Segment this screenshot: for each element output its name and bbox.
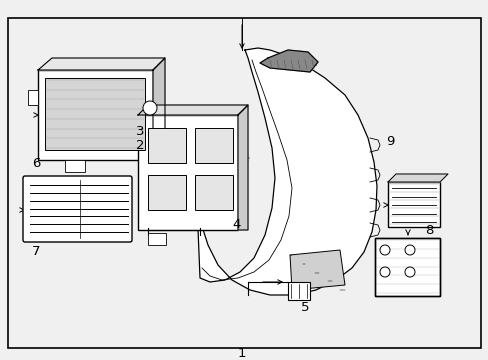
Polygon shape <box>153 58 164 160</box>
Polygon shape <box>238 105 247 230</box>
Text: 5: 5 <box>300 301 308 314</box>
Bar <box>374 238 439 296</box>
Polygon shape <box>38 58 164 70</box>
Text: 6: 6 <box>32 157 40 170</box>
Bar <box>195 128 232 163</box>
Text: 3: 3 <box>136 125 144 138</box>
Bar <box>148 233 165 245</box>
Bar <box>138 115 238 230</box>
Text: 9: 9 <box>385 135 394 148</box>
Circle shape <box>404 245 414 255</box>
Text: 8: 8 <box>425 224 433 237</box>
Circle shape <box>379 267 389 277</box>
Bar <box>287 282 309 300</box>
Polygon shape <box>138 105 247 115</box>
Text: 4: 4 <box>232 219 240 231</box>
Bar <box>195 175 232 210</box>
Polygon shape <box>195 48 376 295</box>
Circle shape <box>404 267 414 277</box>
Bar <box>38 70 153 160</box>
Polygon shape <box>289 250 345 290</box>
Bar <box>28 90 38 105</box>
Bar <box>65 160 85 172</box>
Polygon shape <box>260 50 317 72</box>
Bar <box>374 238 439 296</box>
FancyBboxPatch shape <box>23 176 132 242</box>
Bar <box>148 128 185 163</box>
Text: 1: 1 <box>237 347 246 360</box>
Text: 2: 2 <box>136 139 144 152</box>
Circle shape <box>142 101 157 115</box>
Circle shape <box>379 245 389 255</box>
Polygon shape <box>387 174 447 182</box>
Bar <box>45 78 145 150</box>
Text: 7: 7 <box>32 246 40 258</box>
Bar <box>148 175 185 210</box>
Bar <box>387 182 439 227</box>
